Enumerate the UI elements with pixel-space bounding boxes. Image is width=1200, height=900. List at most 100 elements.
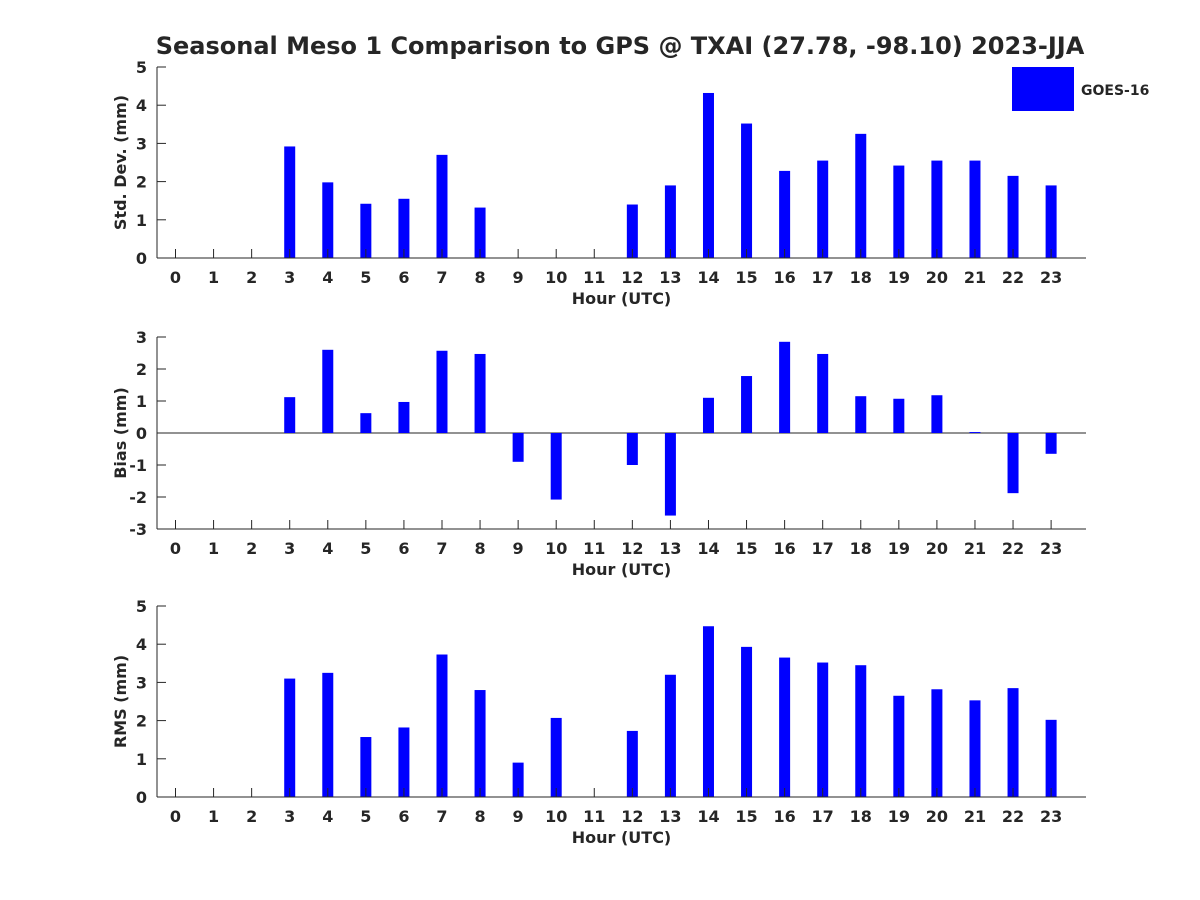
bar-hour-17: [817, 662, 829, 797]
y-tick-label: 4: [136, 96, 147, 115]
bar-hour-10: [550, 433, 562, 500]
x-tick-label: 1: [208, 807, 219, 826]
x-tick-label: 22: [1002, 268, 1024, 287]
y-tick-label: 3: [136, 134, 147, 153]
x-tick-label: 14: [697, 807, 719, 826]
x-tick-label: 4: [322, 807, 333, 826]
bar-hour-22: [1007, 433, 1019, 494]
x-tick-label: 19: [888, 807, 910, 826]
bar-hour-13: [664, 433, 676, 516]
x-tick-label: 9: [513, 268, 524, 287]
x-tick-label: 22: [1002, 539, 1024, 558]
x-tick-label: 18: [850, 539, 872, 558]
bar-hour-15: [741, 376, 753, 433]
bar-hour-8: [474, 690, 486, 797]
x-tick-label: 17: [812, 807, 834, 826]
legend-label: GOES-16: [1081, 83, 1149, 99]
x-tick-label: 8: [474, 807, 485, 826]
bar-hour-8: [474, 353, 486, 433]
bar-hour-22: [1007, 175, 1019, 258]
x-tick-label: 16: [773, 268, 795, 287]
bar-hour-7: [436, 154, 448, 258]
x-tick-label: 4: [322, 539, 333, 558]
x-tick-label: 6: [398, 807, 409, 826]
x-tick-label: 20: [926, 807, 948, 826]
y-tick-label: -1: [129, 456, 147, 475]
bar-hour-4: [322, 672, 334, 797]
x-tick-label: 21: [964, 807, 986, 826]
y-tick-label: 0: [136, 249, 147, 268]
bar-hour-14: [702, 626, 714, 797]
y-tick-label: 0: [136, 424, 147, 443]
y-tick-label: 5: [136, 597, 147, 616]
bar-hour-3: [284, 146, 296, 258]
x-tick-label: 10: [545, 539, 567, 558]
x-tick-label: 12: [621, 268, 643, 287]
x-tick-label: 14: [697, 539, 719, 558]
bar-hour-12: [626, 730, 638, 797]
bar-hour-18: [855, 665, 867, 797]
x-tick-label: 14: [697, 268, 719, 287]
x-tick-label: 12: [621, 807, 643, 826]
x-tick-label: 15: [735, 807, 757, 826]
bar-hour-18: [855, 396, 867, 433]
bar-hour-23: [1045, 719, 1057, 797]
x-tick-label: 23: [1040, 268, 1062, 287]
bar-hour-15: [741, 646, 753, 797]
x-tick-label: 0: [170, 539, 181, 558]
x-tick-label: 8: [474, 539, 485, 558]
bar-hour-15: [741, 123, 753, 258]
bar-hour-20: [931, 160, 943, 258]
x-tick-label: 23: [1040, 807, 1062, 826]
x-tick-label: 1: [208, 268, 219, 287]
x-tick-label: 2: [246, 268, 257, 287]
x-tick-label: 21: [964, 539, 986, 558]
x-tick-label: 1: [208, 539, 219, 558]
x-tick-label: 22: [1002, 807, 1024, 826]
x-tick-label: 11: [583, 268, 605, 287]
x-tick-label: 23: [1040, 539, 1062, 558]
x-tick-label: 21: [964, 268, 986, 287]
bar-hour-5: [360, 203, 372, 258]
bar-hour-13: [664, 185, 676, 258]
x-tick-label: 16: [773, 807, 795, 826]
x-tick-label: 20: [926, 268, 948, 287]
bar-hour-20: [931, 689, 943, 797]
x-tick-label: 4: [322, 268, 333, 287]
bar-hour-6: [398, 727, 410, 797]
x-tick-label: 18: [850, 268, 872, 287]
x-tick-label: 0: [170, 807, 181, 826]
x-tick-label: 16: [773, 539, 795, 558]
x-tick-label: 5: [360, 268, 371, 287]
x-tick-label: 13: [659, 539, 681, 558]
bar-hour-22: [1007, 688, 1019, 797]
x-axis-label: Hour (UTC): [572, 828, 672, 847]
x-tick-label: 9: [513, 539, 524, 558]
x-tick-label: 19: [888, 539, 910, 558]
x-tick-label: 11: [583, 539, 605, 558]
x-tick-label: 10: [545, 807, 567, 826]
bar-hour-6: [398, 401, 410, 433]
x-tick-label: 15: [735, 268, 757, 287]
bar-hour-23: [1045, 433, 1057, 454]
y-tick-label: -2: [129, 488, 147, 507]
x-tick-label: 20: [926, 539, 948, 558]
bar-hour-17: [817, 353, 829, 433]
bar-hour-16: [779, 341, 791, 433]
bar-hour-4: [322, 349, 334, 433]
y-tick-label: 0: [136, 788, 147, 807]
bar-hour-10: [550, 717, 562, 797]
bar-hour-16: [779, 657, 791, 797]
x-axis-label: Hour (UTC): [572, 289, 672, 308]
y-axis-label: RMS (mm): [111, 655, 130, 748]
bar-hour-21: [969, 432, 981, 433]
y-tick-label: 1: [136, 750, 147, 769]
x-tick-label: 13: [659, 268, 681, 287]
figure-title: Seasonal Meso 1 Comparison to GPS @ TXAI…: [156, 32, 1085, 60]
x-tick-label: 10: [545, 268, 567, 287]
x-tick-label: 7: [436, 807, 447, 826]
